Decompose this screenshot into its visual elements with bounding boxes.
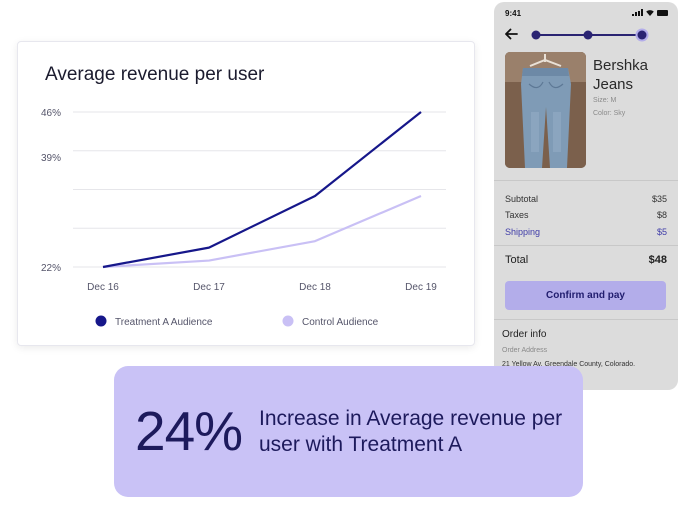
order-address-label: Order Address — [502, 347, 548, 354]
legend-label: Treatment A Audience — [115, 317, 213, 328]
checkout-stepper — [531, 28, 649, 42]
subtotal-value: $35 — [651, 194, 667, 204]
y-tick-label: 39% — [41, 153, 61, 164]
legend-marker — [282, 315, 294, 327]
checkout-phone-mockup: 9:41 Bershka Jeans Size: M Color: Sk — [494, 2, 678, 390]
product-color: Color: Sky — [593, 110, 626, 117]
x-tick-label: Dec 19 — [405, 282, 437, 293]
step-dot — [531, 30, 541, 40]
y-tick-label: 22% — [41, 263, 61, 274]
series-line — [102, 194, 422, 269]
divider — [494, 319, 678, 320]
x-tick-label: Dec 18 — [299, 282, 331, 293]
x-tick-label: Dec 17 — [193, 282, 225, 293]
subtotal-label: Subtotal — [505, 194, 539, 204]
divider — [494, 245, 678, 246]
wifi-icon — [646, 10, 654, 16]
stat-value: 24% — [135, 400, 243, 462]
shipping-row[interactable]: Shipping $5 — [505, 227, 667, 237]
step-dot — [583, 30, 593, 40]
total-value: $48 — [648, 254, 667, 266]
confirm-and-pay-button[interactable]: Confirm and pay — [505, 281, 666, 310]
divider — [494, 180, 678, 181]
subtotal-row: Subtotal $35 — [505, 194, 667, 204]
legend-marker — [95, 315, 107, 327]
series-line — [102, 111, 422, 269]
back-arrow-icon[interactable] — [503, 26, 519, 42]
chart-title: Average revenue per user — [45, 64, 265, 85]
order-info-title: Order info — [502, 329, 547, 340]
chart-card: Average revenue per user 46% 39% 22% Dec 16… — [17, 41, 475, 346]
product-size: Size: M — [593, 97, 617, 104]
shipping-value: $5 — [656, 227, 667, 237]
legend-label: Control Audience — [302, 317, 379, 328]
stat-callout: 24% Increase in Average revenue per user… — [114, 366, 583, 497]
status-bar: 9:41 — [494, 2, 678, 24]
product-name: Bershka Jeans — [593, 57, 649, 93]
taxes-row: Taxes $8 — [505, 210, 667, 220]
total-row: Total $48 — [505, 254, 667, 266]
line-chart: 46% 39% 22% Dec 16 Dec 17 Dec 18 Dec 19 Treatme… — [41, 108, 446, 328]
x-tick-label: Dec 16 — [87, 282, 119, 293]
signal-icon — [632, 9, 643, 16]
battery-icon — [657, 9, 668, 16]
product-image — [505, 52, 586, 168]
order-address: 21 Yellow Av, Greendale County, Colorado… — [502, 361, 636, 368]
y-tick-label: 46% — [41, 108, 61, 119]
stat-description: Increase in Average revenue per user wit… — [259, 407, 563, 456]
total-label: Total — [505, 254, 529, 266]
status-icons — [632, 9, 668, 16]
status-time: 9:41 — [505, 9, 522, 18]
taxes-value: $8 — [656, 210, 667, 220]
taxes-label: Taxes — [505, 210, 529, 220]
shipping-label[interactable]: Shipping — [505, 227, 541, 237]
